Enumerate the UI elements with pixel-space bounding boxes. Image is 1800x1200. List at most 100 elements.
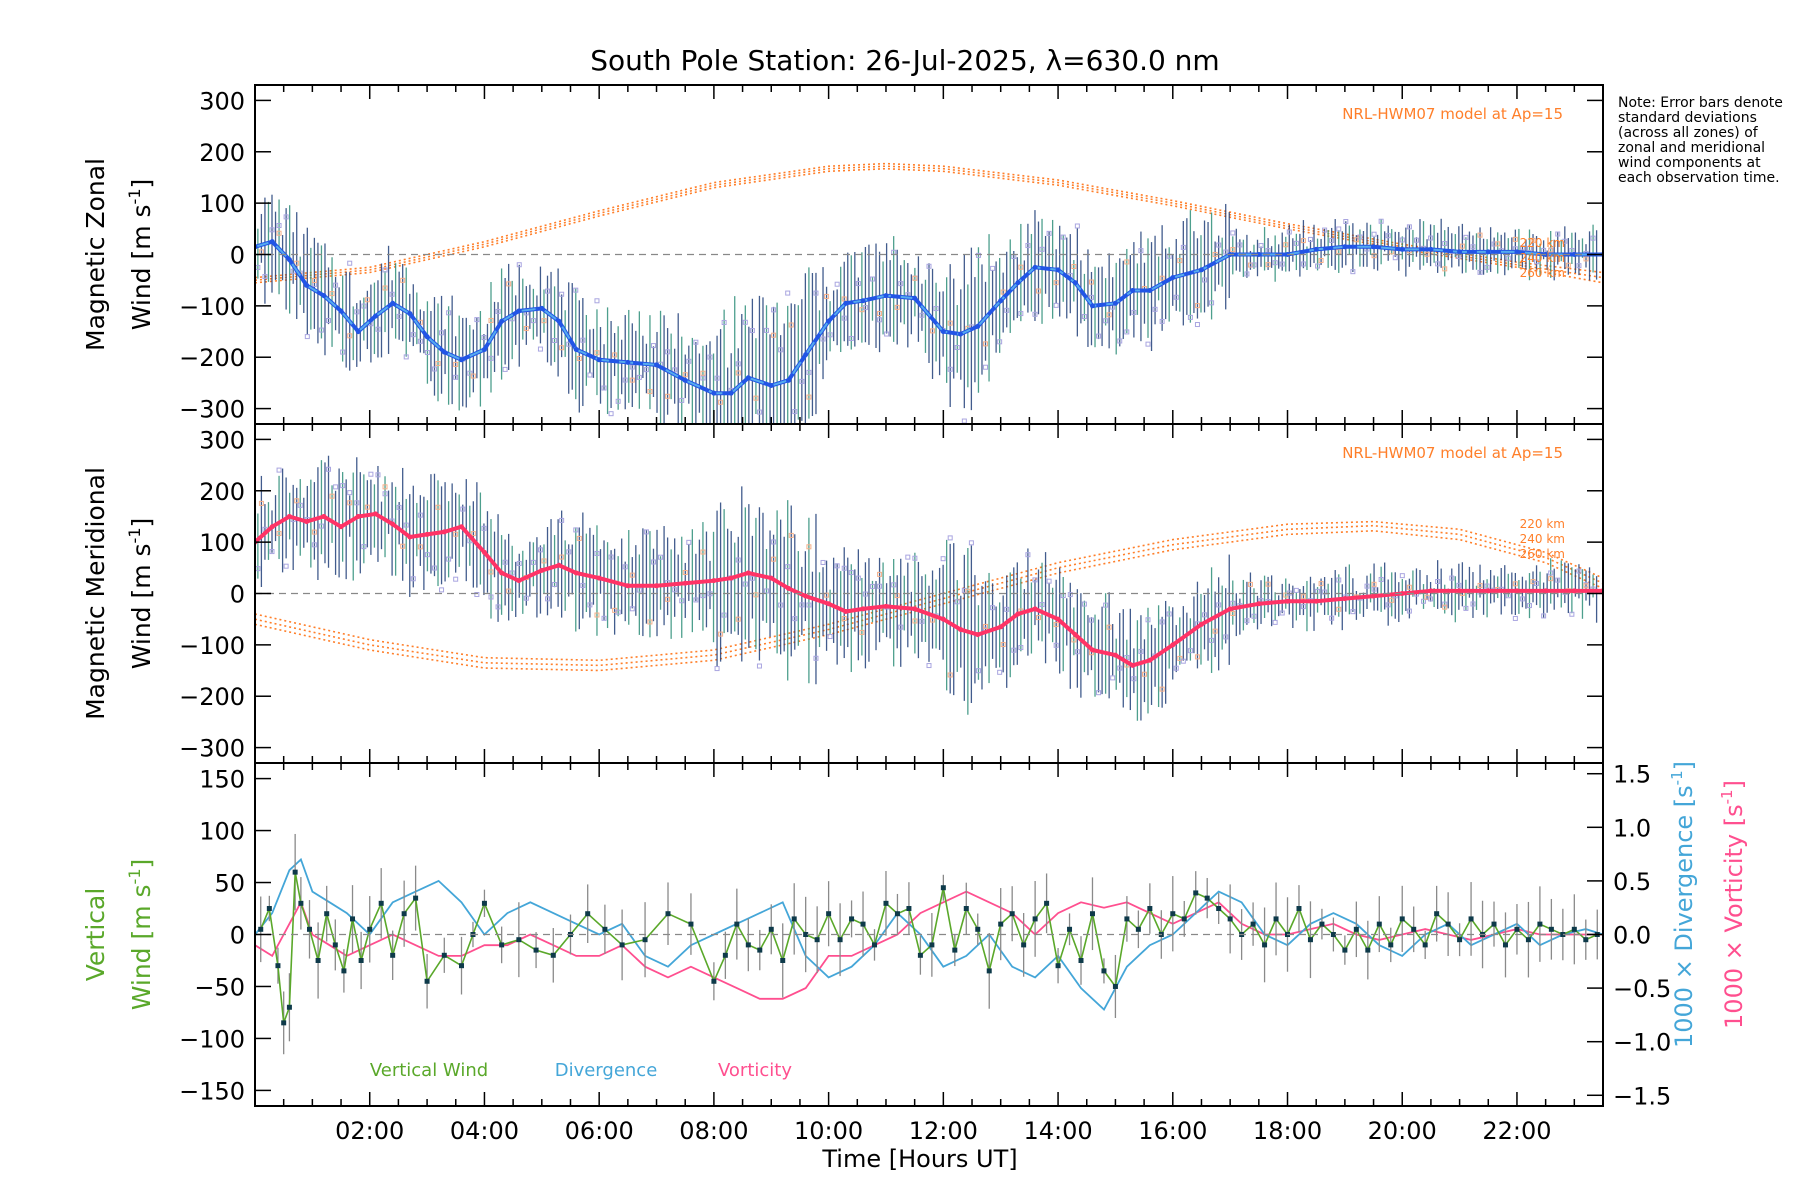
vertical-wind-point bbox=[602, 926, 608, 932]
zone-sample-point bbox=[841, 296, 847, 302]
zone-sample-point bbox=[1166, 611, 1172, 617]
vertical-wind-point bbox=[258, 926, 264, 932]
zone-sample-point bbox=[545, 596, 551, 602]
zone-sample-point bbox=[1081, 601, 1087, 607]
zone-sample-point bbox=[1530, 237, 1536, 243]
zone-sample-point bbox=[1300, 594, 1306, 600]
zone-sample-point bbox=[1399, 237, 1405, 243]
zone-sample-point bbox=[855, 575, 861, 581]
vertical-wind-point bbox=[1204, 895, 1210, 901]
zone-sample-point bbox=[1159, 318, 1165, 324]
zone-sample-point bbox=[799, 378, 805, 384]
altitude-label: 260 km bbox=[1520, 547, 1565, 561]
y-axis-label-line1: Magnetic Zonal bbox=[81, 158, 110, 351]
mean-wind-point bbox=[975, 632, 981, 638]
mean-wind-point bbox=[441, 529, 447, 535]
vertical-wind-point bbox=[1319, 921, 1325, 927]
zone-sample-point bbox=[1138, 248, 1144, 254]
mean-wind-point bbox=[998, 624, 1004, 630]
mean-wind-point bbox=[459, 357, 465, 363]
zone-sample-point bbox=[400, 277, 406, 283]
mean-wind-point bbox=[1342, 596, 1348, 602]
zone-sample-point bbox=[1477, 232, 1483, 238]
zone-sample-point bbox=[1399, 573, 1405, 579]
zone-sample-point bbox=[1583, 256, 1589, 262]
vertical-wind-point bbox=[619, 942, 625, 948]
vertical-wind-point bbox=[1457, 937, 1463, 943]
zone-sample-point bbox=[1159, 619, 1165, 625]
mean-wind-point bbox=[654, 583, 660, 589]
vertical-wind-point bbox=[1434, 911, 1440, 917]
vertical-wind-point bbox=[872, 942, 878, 948]
zone-sample-point bbox=[788, 532, 794, 538]
zone-sample-point bbox=[1512, 615, 1518, 621]
zone-sample-point bbox=[1484, 264, 1490, 270]
zone-sample-point bbox=[622, 377, 628, 383]
mean-wind-point bbox=[711, 578, 717, 584]
zone-sample-point bbox=[947, 320, 953, 326]
zone-sample-point bbox=[417, 512, 423, 518]
zone-sample-point bbox=[1124, 329, 1130, 335]
zone-sample-point bbox=[665, 393, 671, 399]
zone-sample-point bbox=[576, 535, 582, 541]
mean-wind-point bbox=[860, 298, 866, 304]
zone-sample-point bbox=[361, 303, 367, 309]
zone-sample-point bbox=[682, 372, 688, 378]
zone-sample-point bbox=[439, 587, 445, 593]
mean-wind-point bbox=[1227, 606, 1233, 612]
vertical-wind-point bbox=[826, 911, 832, 917]
vertical-wind-point bbox=[481, 900, 487, 906]
zone-sample-point bbox=[827, 634, 833, 640]
zone-sample-point bbox=[516, 262, 522, 268]
mean-wind-line bbox=[255, 511, 1603, 668]
zone-sample-point bbox=[682, 570, 688, 576]
zone-sample-point bbox=[1004, 606, 1010, 612]
mean-wind-point bbox=[1147, 657, 1153, 663]
zone-sample-point bbox=[1088, 617, 1094, 623]
zone-sample-point bbox=[824, 293, 830, 299]
vertical-wind-point bbox=[894, 911, 900, 917]
zone-sample-point bbox=[1141, 671, 1147, 677]
zone-sample-point bbox=[1216, 602, 1222, 608]
errorbar-note: Note: Error bars denote standard deviati… bbox=[1618, 95, 1783, 186]
zone-sample-point bbox=[1187, 314, 1193, 320]
zone-sample-point bbox=[679, 598, 685, 604]
altitude-label: 220 km bbox=[1520, 517, 1565, 531]
mean-wind-point bbox=[1428, 246, 1434, 252]
zone-sample-point bbox=[919, 312, 925, 318]
zone-sample-point bbox=[947, 535, 953, 541]
zone-sample-point bbox=[855, 281, 861, 287]
vertical-wind-point bbox=[424, 978, 430, 984]
zone-sample-point bbox=[1212, 628, 1218, 634]
mean-wind-point bbox=[1457, 249, 1463, 255]
vertical-wind-point bbox=[332, 942, 338, 948]
y-tick-label: 0 bbox=[230, 242, 245, 270]
zone-sample-point bbox=[1032, 577, 1038, 583]
zone-sample-point bbox=[636, 587, 642, 593]
zone-sample-point bbox=[1385, 233, 1391, 239]
zone-sample-point bbox=[1353, 237, 1359, 243]
zone-sample-point bbox=[862, 305, 868, 311]
zone-sample-point bbox=[1428, 596, 1434, 602]
zone-sample-point bbox=[1484, 583, 1490, 589]
mean-wind-point bbox=[286, 257, 292, 263]
zone-sample-point bbox=[435, 504, 441, 510]
zone-sample-point bbox=[580, 582, 586, 588]
zone-sample-point bbox=[311, 529, 317, 535]
zone-sample-point bbox=[470, 531, 476, 537]
vertical-wind-point bbox=[341, 968, 347, 974]
vertical-wind-point bbox=[1055, 963, 1061, 969]
mean-wind-point bbox=[1015, 611, 1021, 617]
mean-wind-point bbox=[424, 334, 430, 340]
zone-sample-point bbox=[1283, 242, 1289, 248]
mean-wind-point bbox=[1313, 246, 1319, 252]
mean-wind-point bbox=[1514, 249, 1520, 255]
mean-wind-point bbox=[1371, 593, 1377, 599]
vertical-wind-point bbox=[1124, 916, 1130, 922]
vertical-wind-point bbox=[390, 952, 396, 958]
mean-wind-point bbox=[728, 390, 734, 396]
zone-sample-point bbox=[827, 332, 833, 338]
zone-sample-point bbox=[506, 281, 512, 287]
zone-sample-point bbox=[1442, 604, 1448, 610]
zone-sample-point bbox=[1459, 243, 1465, 249]
